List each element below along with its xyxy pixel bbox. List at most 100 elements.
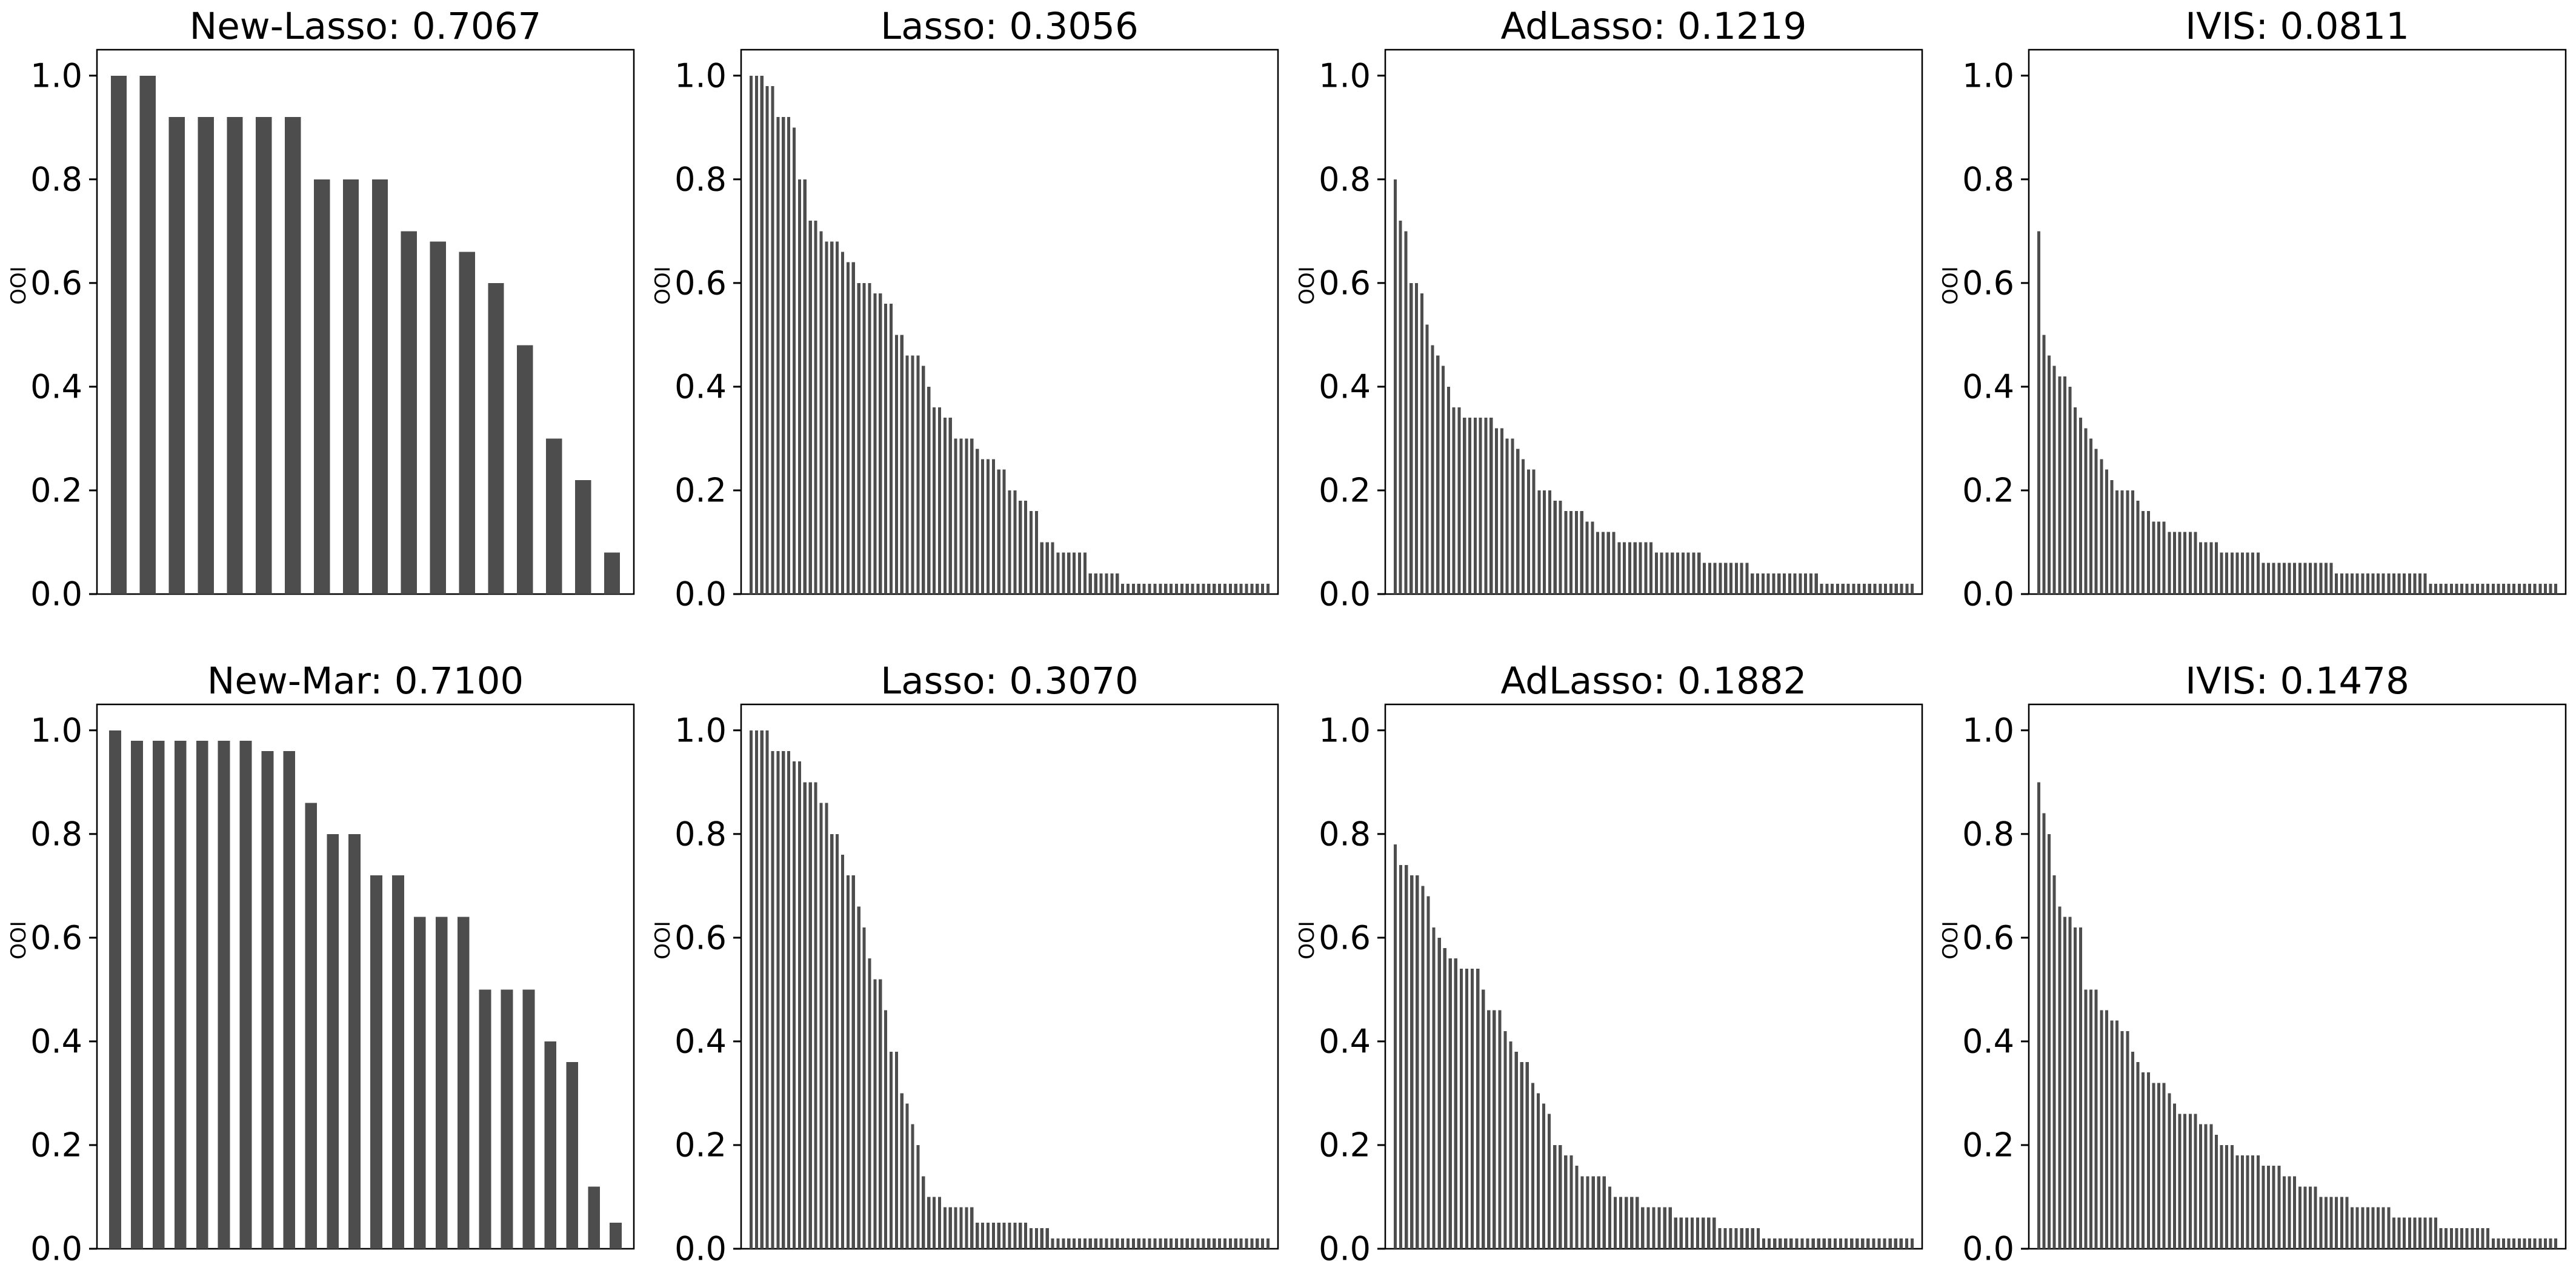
bar	[1601, 532, 1605, 594]
bar	[1548, 490, 1551, 594]
y-tick-label: 0.6	[1319, 264, 1371, 302]
bar	[2366, 573, 2370, 594]
bar	[1470, 969, 1474, 1249]
bar	[1685, 1217, 1688, 1249]
bar	[1131, 1238, 1135, 1249]
bar	[2523, 1238, 2526, 1249]
bar	[878, 979, 882, 1249]
bar	[1756, 573, 1759, 594]
bar	[1889, 583, 1892, 594]
subplot-new-lasso: 0.0 0.2 0.4 0.6 0.8 1.0 New-Lasso: 0.7067 OOI	[7, 5, 635, 613]
bar	[840, 252, 844, 594]
bar	[2397, 573, 2401, 594]
bar	[1094, 1238, 1097, 1249]
bar	[2178, 1114, 2182, 1249]
bar	[1910, 1238, 1914, 1249]
bar	[1492, 1010, 1496, 1249]
bar	[894, 335, 898, 594]
bar	[1878, 583, 1882, 594]
bar	[1657, 1207, 1661, 1249]
y-tick-label: 0.6	[30, 264, 82, 302]
y-tick-label: 0.8	[1962, 815, 2014, 853]
bar	[2345, 1197, 2349, 1249]
bar	[2105, 1010, 2109, 1249]
bar	[2554, 583, 2558, 594]
bar	[948, 1207, 952, 1249]
axes-frame: 0.0 0.2 0.4 0.6 0.8 1.0	[674, 703, 1279, 1268]
bar	[970, 1207, 974, 1249]
bar	[198, 117, 214, 594]
y-tick-label: 0.4	[1319, 1022, 1371, 1060]
bar	[1191, 583, 1194, 594]
bar	[2288, 1176, 2291, 1249]
bar	[1018, 1223, 1022, 1249]
bar	[1608, 1186, 1611, 1249]
bar	[1686, 552, 1690, 594]
bar	[1750, 573, 1754, 594]
subplot-cell-lasso-top: 0.0 0.2 0.4 0.6 0.8 1.0 Lasso: 0.3056 OOI	[644, 0, 1288, 636]
bar	[2351, 573, 2354, 594]
bar	[2309, 1186, 2312, 1249]
bar	[2355, 1207, 2359, 1249]
bar	[314, 179, 330, 594]
bar	[1622, 542, 1626, 594]
y-axis-label: OOI	[1939, 921, 1963, 960]
bar	[2549, 1238, 2552, 1249]
bar	[894, 1052, 898, 1249]
bar	[2403, 1217, 2406, 1249]
bar	[911, 1124, 914, 1249]
bar	[1142, 583, 1146, 594]
bar	[1180, 1238, 1183, 1249]
bar	[1793, 573, 1797, 594]
bar	[152, 740, 165, 1249]
bar	[2115, 490, 2119, 594]
bar	[857, 906, 860, 1249]
bar	[2502, 583, 2506, 594]
bar	[2439, 1228, 2443, 1249]
bar	[1663, 1207, 1666, 1249]
bar	[1660, 552, 1663, 594]
y-tick-label: 0.8	[30, 815, 82, 853]
bar	[1708, 563, 1711, 594]
bar	[2162, 521, 2166, 594]
bar	[1250, 1238, 1254, 1249]
bar	[2115, 1020, 2119, 1249]
chart-title: Lasso: 0.3056	[880, 5, 1139, 48]
bar	[1120, 583, 1124, 594]
bar	[1894, 1238, 1897, 1249]
y-axis-label: OOI	[7, 921, 31, 960]
bar	[1099, 573, 1103, 594]
bar	[2544, 1238, 2548, 1249]
bar	[2392, 1217, 2396, 1249]
bar	[1404, 865, 1408, 1249]
bar	[1855, 1238, 1859, 1249]
bar	[2303, 563, 2307, 594]
bar	[2371, 1207, 2375, 1249]
bar	[2455, 1228, 2458, 1249]
bar	[1728, 1228, 1732, 1249]
bar	[1702, 563, 1706, 594]
bar	[916, 1144, 920, 1249]
bar	[2215, 1134, 2218, 1249]
bar	[2528, 583, 2532, 594]
bar	[174, 740, 187, 1249]
y-tick-label: 0.2	[30, 1126, 82, 1164]
bar	[927, 386, 931, 594]
bar	[2403, 573, 2406, 594]
bar	[1602, 1176, 1606, 1249]
bar	[1835, 583, 1839, 594]
bar	[2257, 552, 2260, 594]
bar	[1905, 583, 1908, 594]
bar	[1723, 1228, 1727, 1249]
bar	[2465, 1228, 2469, 1249]
bar	[1260, 1238, 1264, 1249]
bar	[1798, 573, 1802, 594]
bar	[2381, 1207, 2385, 1249]
bar	[1825, 583, 1828, 594]
bar	[2528, 1238, 2532, 1249]
bar	[830, 834, 834, 1249]
y-tick-label: 0.4	[674, 1022, 727, 1060]
bar	[435, 917, 448, 1249]
y-tick-label: 0.0	[1962, 575, 2014, 613]
bar	[1794, 1238, 1799, 1249]
